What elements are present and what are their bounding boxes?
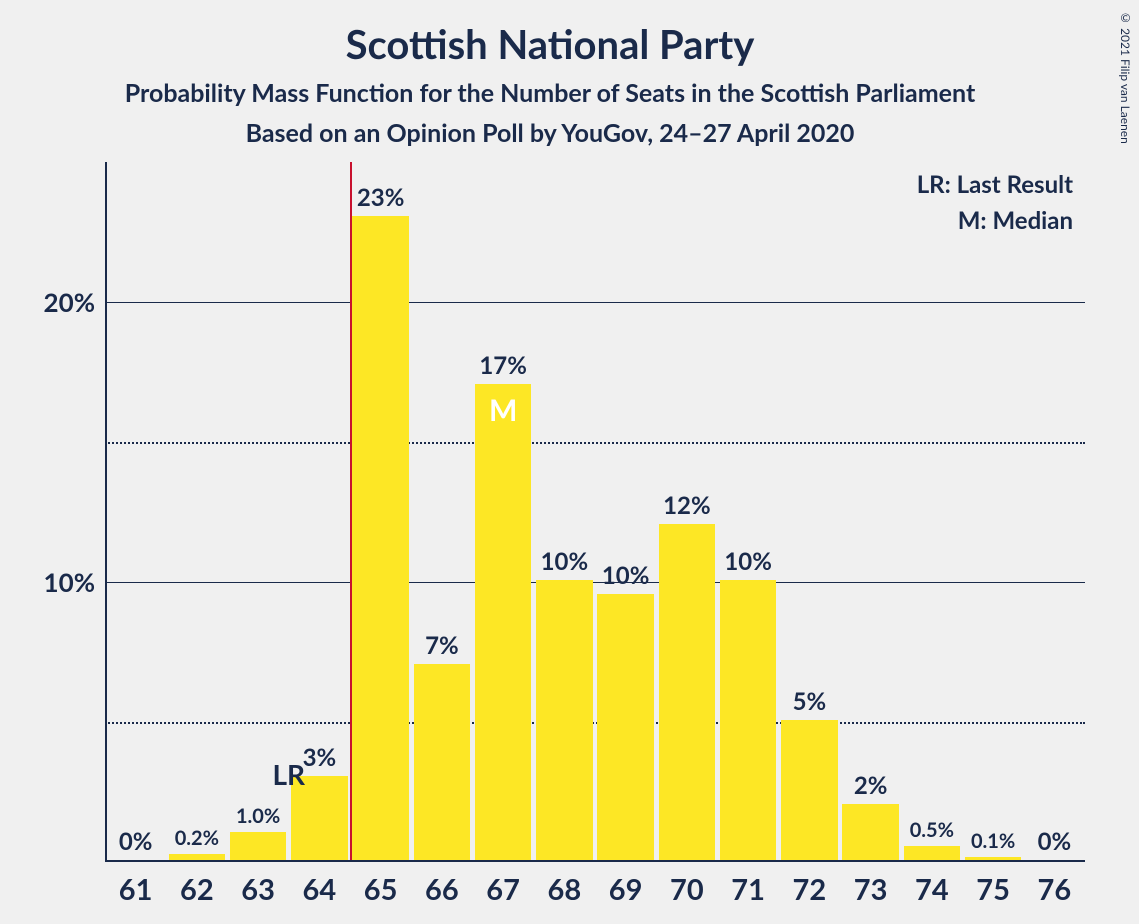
chart-title: Scottish National Party [0,20,1100,68]
x-tick-label: 72 [793,872,827,907]
bar [781,720,837,860]
x-tick-label: 73 [854,872,888,907]
bar [842,804,898,860]
bar-value-label: 0.2% [175,826,219,850]
bar-value-label: 1.0% [236,804,280,828]
y-tick-label: 10% [44,566,95,598]
bar [414,664,470,860]
x-tick-label: 66 [425,872,459,907]
bar-value-label: 10% [724,547,772,576]
bar [904,846,960,860]
x-tick-label: 62 [180,872,214,907]
x-tick-label: 74 [915,872,949,907]
x-tick-label: 61 [119,872,153,907]
x-tick-label: 75 [976,872,1010,907]
y-axis [105,162,107,862]
bar-value-label: 0% [119,827,153,856]
bar [230,832,286,860]
x-tick-label: 68 [548,872,582,907]
bar [720,580,776,860]
bar-value-label: 10% [602,561,650,590]
bar [659,524,715,860]
x-tick-label: 76 [1038,872,1072,907]
x-tick-label: 65 [364,872,398,907]
legend-lr: LR: Last Result [917,170,1073,199]
bar-value-label: 7% [425,631,459,660]
gridline-minor [105,722,1085,724]
bar-value-label: 17% [479,351,527,380]
chart-subtitle-2: Based on an Opinion Poll by YouGov, 24–2… [0,118,1100,148]
x-tick-label: 69 [609,872,643,907]
bar [475,384,531,860]
x-tick-label: 64 [303,872,337,907]
plot-area: LR: Last Result M: Median 10%20%0%610.2%… [105,162,1085,862]
bar-value-label: 12% [663,491,711,520]
bar-value-label: 23% [357,183,405,212]
y-tick-label: 20% [44,286,95,318]
legend-median: M: Median [958,206,1073,235]
chart-container: Scottish National Party Probability Mass… [0,0,1139,924]
bar-value-label: 3% [303,743,337,772]
bar-value-label: 10% [541,547,589,576]
copyright-text: © 2021 Filip van Laenen [1118,10,1133,144]
x-tick-label: 63 [241,872,275,907]
x-tick-label: 67 [486,872,520,907]
last-result-label: LR [272,757,305,791]
gridline-minor [105,442,1085,444]
x-tick-label: 71 [731,872,765,907]
x-tick-label: 70 [670,872,704,907]
bar [352,216,408,860]
median-label: M [489,392,517,428]
gridline-major [105,302,1085,303]
bar-value-label: 0.1% [971,829,1015,853]
bar-value-label: 0% [1038,827,1072,856]
bar-value-label: 2% [854,771,888,800]
gridline-major [105,582,1085,583]
bar-value-label: 0.5% [910,818,954,842]
bar-value-label: 5% [793,687,827,716]
bar [597,594,653,860]
chart-subtitle-1: Probability Mass Function for the Number… [0,78,1100,108]
x-axis [105,860,1085,862]
bar [536,580,592,860]
